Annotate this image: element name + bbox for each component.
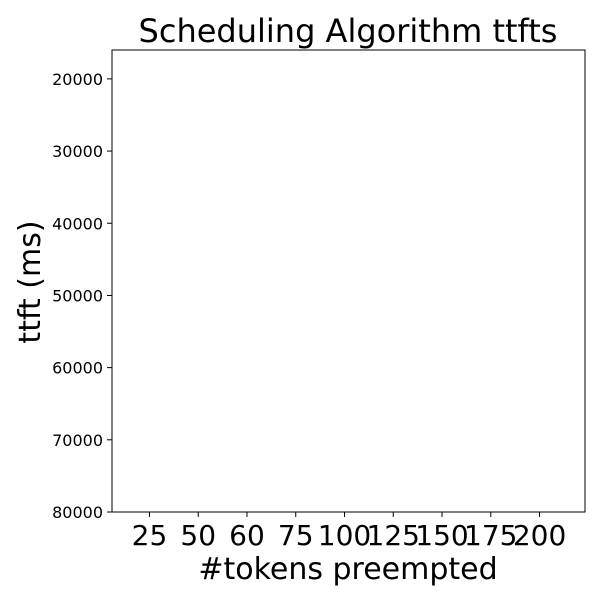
x-tick-label: 125 [367,519,420,552]
y-tick-label: 60000 [52,359,103,378]
x-tick-label: 150 [415,519,468,552]
y-tick-label: 20000 [52,70,103,89]
x-axis-label: #tokens preempted [198,552,497,587]
x-tick-label: 25 [132,519,168,552]
y-tick-label: 50000 [52,286,103,305]
x-tick-label: 60 [229,519,265,552]
y-tick-label: 30000 [52,142,103,161]
x-tick-label: 200 [513,519,566,552]
y-axis-label: ttft (ms) [13,220,48,343]
x-tick-label: 100 [318,519,371,552]
chart-title: Scheduling Algorithm ttfts [139,12,558,50]
x-tick-label: 50 [180,519,216,552]
plot-area [111,49,586,513]
x-tick-label: 75 [278,519,314,552]
y-tick-label: 70000 [52,431,103,450]
x-tick-label: 175 [464,519,517,552]
y-tick-label: 40000 [52,214,103,233]
y-tick-label: 80000 [52,503,103,522]
y-axis-ticks: 20000 30000 40000 50000 60000 70000 80000 [52,70,112,522]
